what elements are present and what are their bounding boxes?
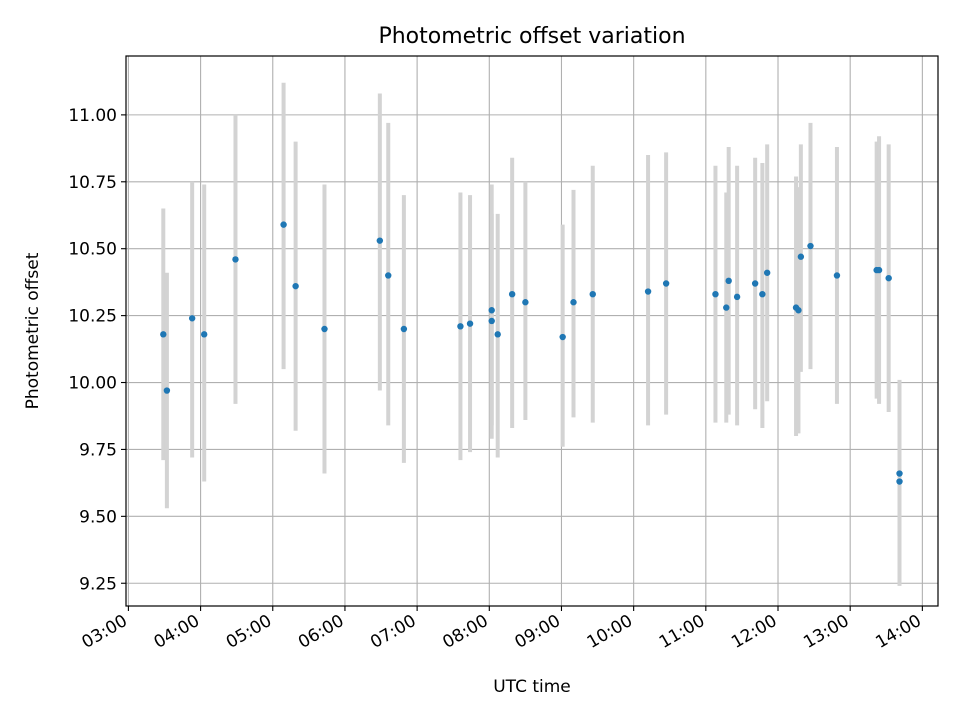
chart-title: Photometric offset variation bbox=[378, 24, 685, 49]
data-point bbox=[522, 299, 529, 306]
data-point bbox=[807, 242, 814, 250]
data-point bbox=[712, 290, 719, 298]
data-point bbox=[321, 325, 328, 333]
data-point bbox=[466, 320, 474, 327]
data-point bbox=[200, 331, 208, 338]
data-point bbox=[725, 277, 732, 285]
data-point bbox=[559, 333, 566, 341]
y-axis-ticks: 9.25 9.50 9.75 10.00 10.25 10.50 10.75 11.00 bbox=[68, 106, 126, 594]
data-point bbox=[232, 256, 239, 263]
data-point bbox=[644, 288, 652, 295]
data-point bbox=[508, 290, 516, 298]
data-point bbox=[896, 478, 903, 485]
data-points bbox=[160, 221, 903, 485]
plot-frame bbox=[125, 55, 939, 607]
data-point bbox=[751, 280, 759, 287]
data-point bbox=[763, 269, 771, 276]
y-tick-label: 9.75 bbox=[79, 440, 117, 460]
data-point bbox=[875, 266, 883, 274]
data-point bbox=[376, 237, 384, 244]
data-point bbox=[188, 315, 196, 322]
data-point bbox=[385, 272, 392, 279]
data-point bbox=[795, 307, 802, 314]
data-point bbox=[163, 387, 171, 394]
data-point bbox=[885, 274, 892, 282]
y-tick-label: 10.75 bbox=[68, 173, 117, 193]
data-point bbox=[662, 280, 670, 287]
data-point bbox=[570, 299, 577, 306]
data-point bbox=[160, 331, 167, 338]
data-point bbox=[457, 323, 464, 330]
y-axis-label: Photometric offset bbox=[23, 252, 43, 409]
y-tick-label: 10.25 bbox=[68, 307, 117, 327]
data-point bbox=[292, 282, 299, 290]
data-point bbox=[896, 470, 903, 477]
x-axis-label: UTC time bbox=[493, 677, 571, 697]
y-tick-label: 11.00 bbox=[68, 106, 117, 126]
data-point bbox=[494, 331, 501, 338]
y-tick-label: 9.25 bbox=[79, 574, 117, 594]
data-point bbox=[488, 307, 495, 314]
data-point bbox=[797, 253, 805, 260]
data-point bbox=[759, 290, 766, 298]
y-tick-label: 10.50 bbox=[68, 240, 117, 260]
data-point bbox=[280, 221, 287, 228]
data-point bbox=[723, 304, 730, 311]
data-point bbox=[733, 293, 741, 301]
data-point bbox=[488, 317, 495, 325]
data-point bbox=[589, 290, 596, 298]
y-tick-label: 10.00 bbox=[68, 374, 117, 394]
data-point bbox=[400, 325, 408, 333]
y-tick-label: 9.50 bbox=[79, 507, 117, 527]
data-point bbox=[833, 272, 841, 279]
